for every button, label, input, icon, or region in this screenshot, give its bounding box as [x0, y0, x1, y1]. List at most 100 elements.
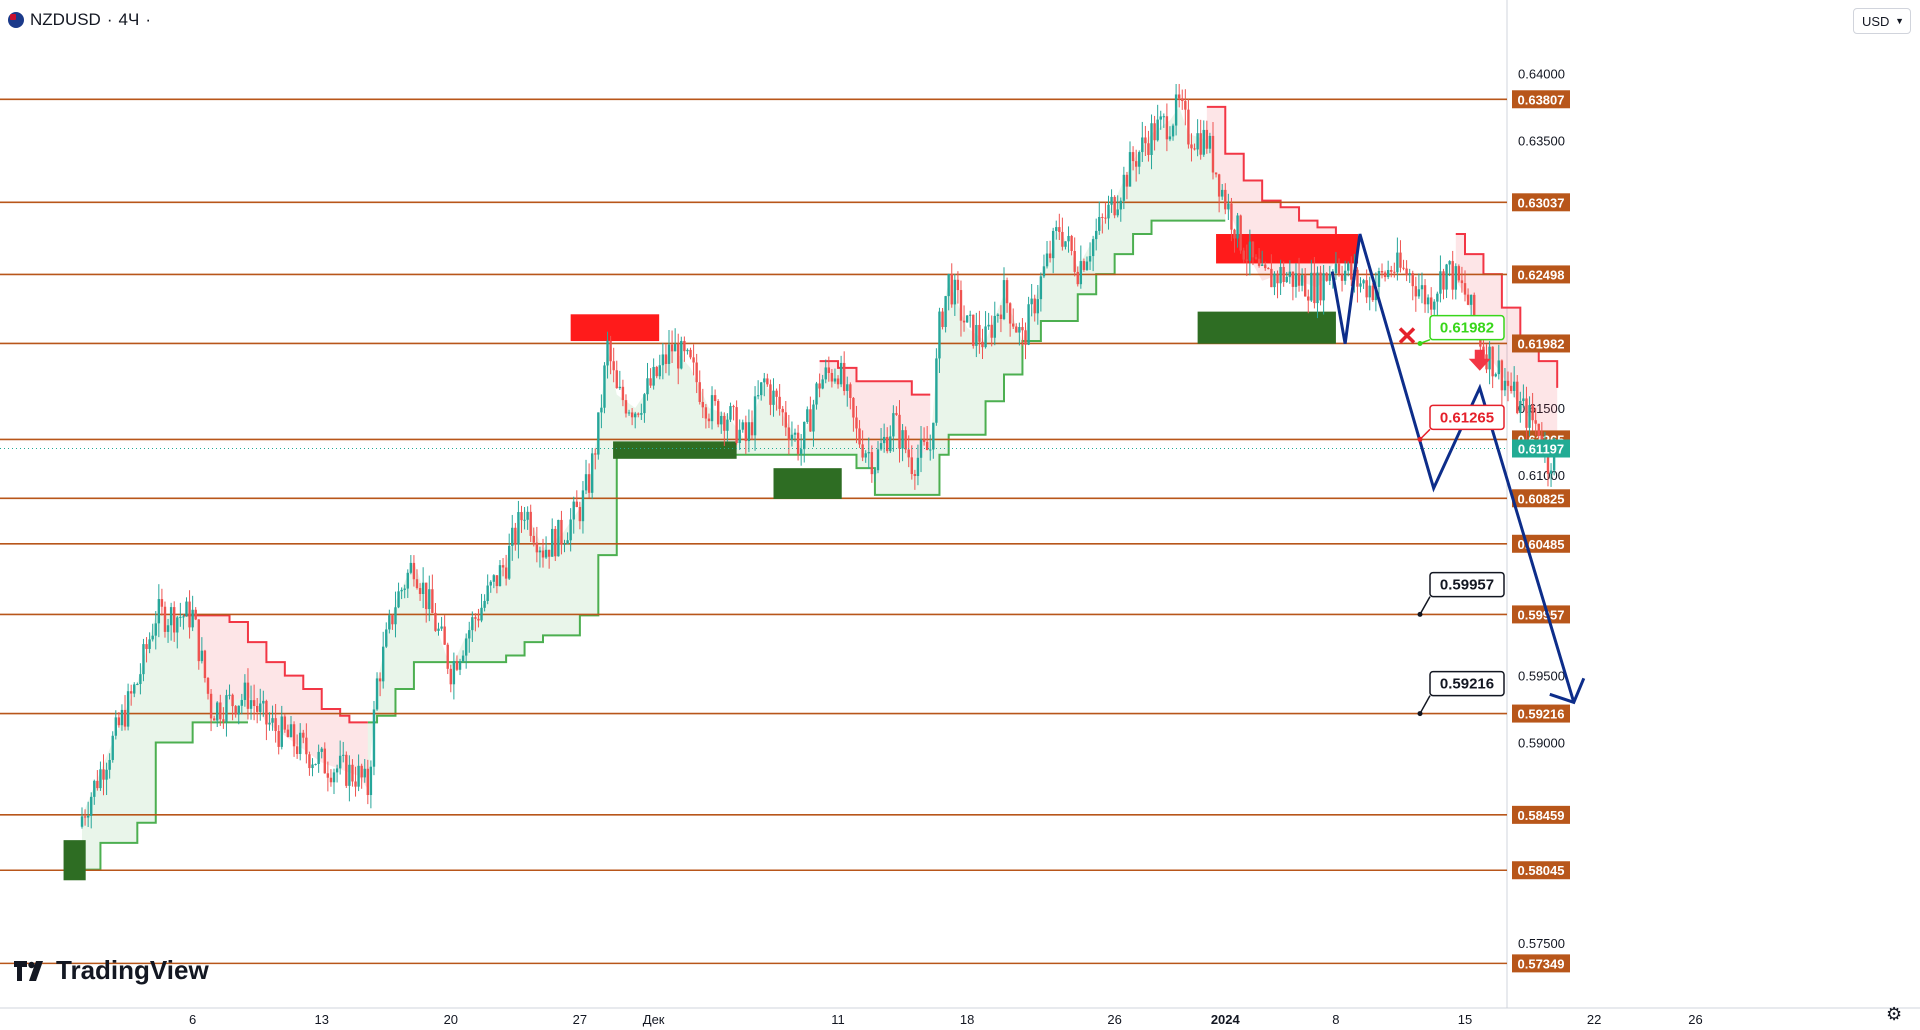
- candle-body: [1113, 196, 1116, 216]
- candle-body: [1537, 423, 1540, 437]
- candle-body: [1101, 216, 1104, 218]
- candle-body: [212, 718, 216, 721]
- candle-body: [305, 737, 308, 755]
- candle-body: [640, 413, 643, 415]
- demand-zone: [63, 840, 86, 881]
- candle-body: [1386, 270, 1390, 278]
- candle-body: [1365, 280, 1368, 298]
- candle-body: [621, 386, 625, 401]
- callout-box: [1429, 571, 1505, 598]
- candle-body: [812, 404, 815, 432]
- candle-body: [720, 415, 723, 425]
- time-tick-label: 13: [314, 1012, 328, 1027]
- symbol-name: NZDUSD: [30, 10, 101, 29]
- tradingview-logo[interactable]: TradingView: [14, 955, 209, 986]
- candle-body: [1334, 263, 1338, 274]
- candle-body: [784, 412, 787, 428]
- candle-body: [483, 600, 486, 608]
- candle-body: [1414, 286, 1418, 297]
- candle-body: [563, 543, 566, 545]
- candle-body: [1340, 273, 1344, 281]
- candle-body: [1343, 270, 1347, 281]
- candle-body: [1055, 227, 1058, 231]
- candle-body: [166, 625, 170, 632]
- candle-body: [1260, 264, 1264, 266]
- level-price-label: 0.61982: [1518, 336, 1565, 351]
- price-tick-label: 0.59500: [1518, 669, 1565, 684]
- candle-body: [1291, 271, 1295, 287]
- callout-pointer: [1419, 596, 1431, 615]
- candle-body: [606, 340, 609, 366]
- candle-body: [372, 709, 376, 767]
- price-axis-ticks: 0.640000.635000.615000.610000.595000.590…: [1518, 66, 1565, 951]
- candle-body: [1433, 301, 1436, 310]
- candle-body: [557, 519, 560, 557]
- candle-body: [83, 816, 87, 818]
- candle-body: [1270, 268, 1273, 288]
- candle-body: [1445, 264, 1448, 290]
- candle-body: [787, 427, 791, 440]
- gear-icon[interactable]: ⚙: [1886, 1004, 1903, 1024]
- candle-body: [1399, 252, 1402, 268]
- candle-body: [818, 383, 821, 389]
- candle-body: [581, 490, 585, 522]
- callout-box: [1429, 670, 1505, 697]
- candle-body: [824, 367, 827, 380]
- price-tick-label: 0.57500: [1518, 936, 1565, 951]
- candle-body: [1494, 374, 1497, 377]
- candle-body: [1294, 273, 1298, 287]
- candle-body: [1048, 253, 1052, 259]
- candle-body: [541, 550, 545, 558]
- candle-body: [778, 396, 781, 409]
- candle-body: [1184, 101, 1187, 110]
- candle-body: [846, 384, 849, 391]
- candle-body: [243, 682, 247, 700]
- candle-body: [806, 409, 809, 422]
- candle-body: [1153, 123, 1156, 141]
- candle-body: [643, 394, 646, 414]
- candle-body: [889, 436, 892, 452]
- symbol-header[interactable]: NZDUSD · 4Ч ·: [8, 8, 151, 32]
- currency-button[interactable]: USD ▼: [1853, 8, 1911, 34]
- candle-body: [1420, 285, 1424, 290]
- candle-body: [670, 344, 674, 352]
- candle-body: [406, 572, 409, 589]
- candle-body: [197, 619, 200, 662]
- candle-body: [1396, 252, 1399, 273]
- candle-body: [440, 626, 443, 629]
- candle-body: [504, 567, 508, 579]
- candle-body: [864, 453, 867, 458]
- candle-body: [1082, 261, 1086, 270]
- candle-body: [1531, 405, 1534, 421]
- candle-body: [560, 519, 563, 545]
- price-callout: 0.61265: [1417, 404, 1505, 442]
- candle-body: [295, 746, 299, 754]
- candle-body: [169, 607, 173, 626]
- candle-body: [747, 422, 751, 442]
- candle-body: [1196, 133, 1199, 150]
- candle-body: [830, 372, 834, 382]
- candle-body: [99, 769, 102, 789]
- candle-body: [1516, 381, 1519, 414]
- candle-body: [240, 699, 244, 706]
- candle-body: [203, 650, 207, 679]
- time-tick-label: 15: [1458, 1012, 1472, 1027]
- candle-body: [425, 582, 428, 610]
- candle-body: [323, 748, 326, 774]
- candle-body: [1279, 266, 1282, 284]
- candle-body: [468, 630, 471, 639]
- time-tick-label: 2024: [1211, 1012, 1241, 1027]
- time-tick-label: 6: [189, 1012, 196, 1027]
- candle-body: [698, 382, 701, 402]
- candle-body: [953, 279, 957, 305]
- candle-body: [1091, 239, 1095, 257]
- level-price-tag: [1512, 605, 1570, 624]
- level-price-tag: [1512, 334, 1570, 353]
- candle-body: [1095, 230, 1098, 240]
- level-price-label: 0.63807: [1518, 92, 1565, 107]
- candle-body: [108, 759, 111, 770]
- candle-body: [252, 700, 256, 707]
- candle-body: [929, 449, 932, 451]
- candle-body: [136, 683, 139, 685]
